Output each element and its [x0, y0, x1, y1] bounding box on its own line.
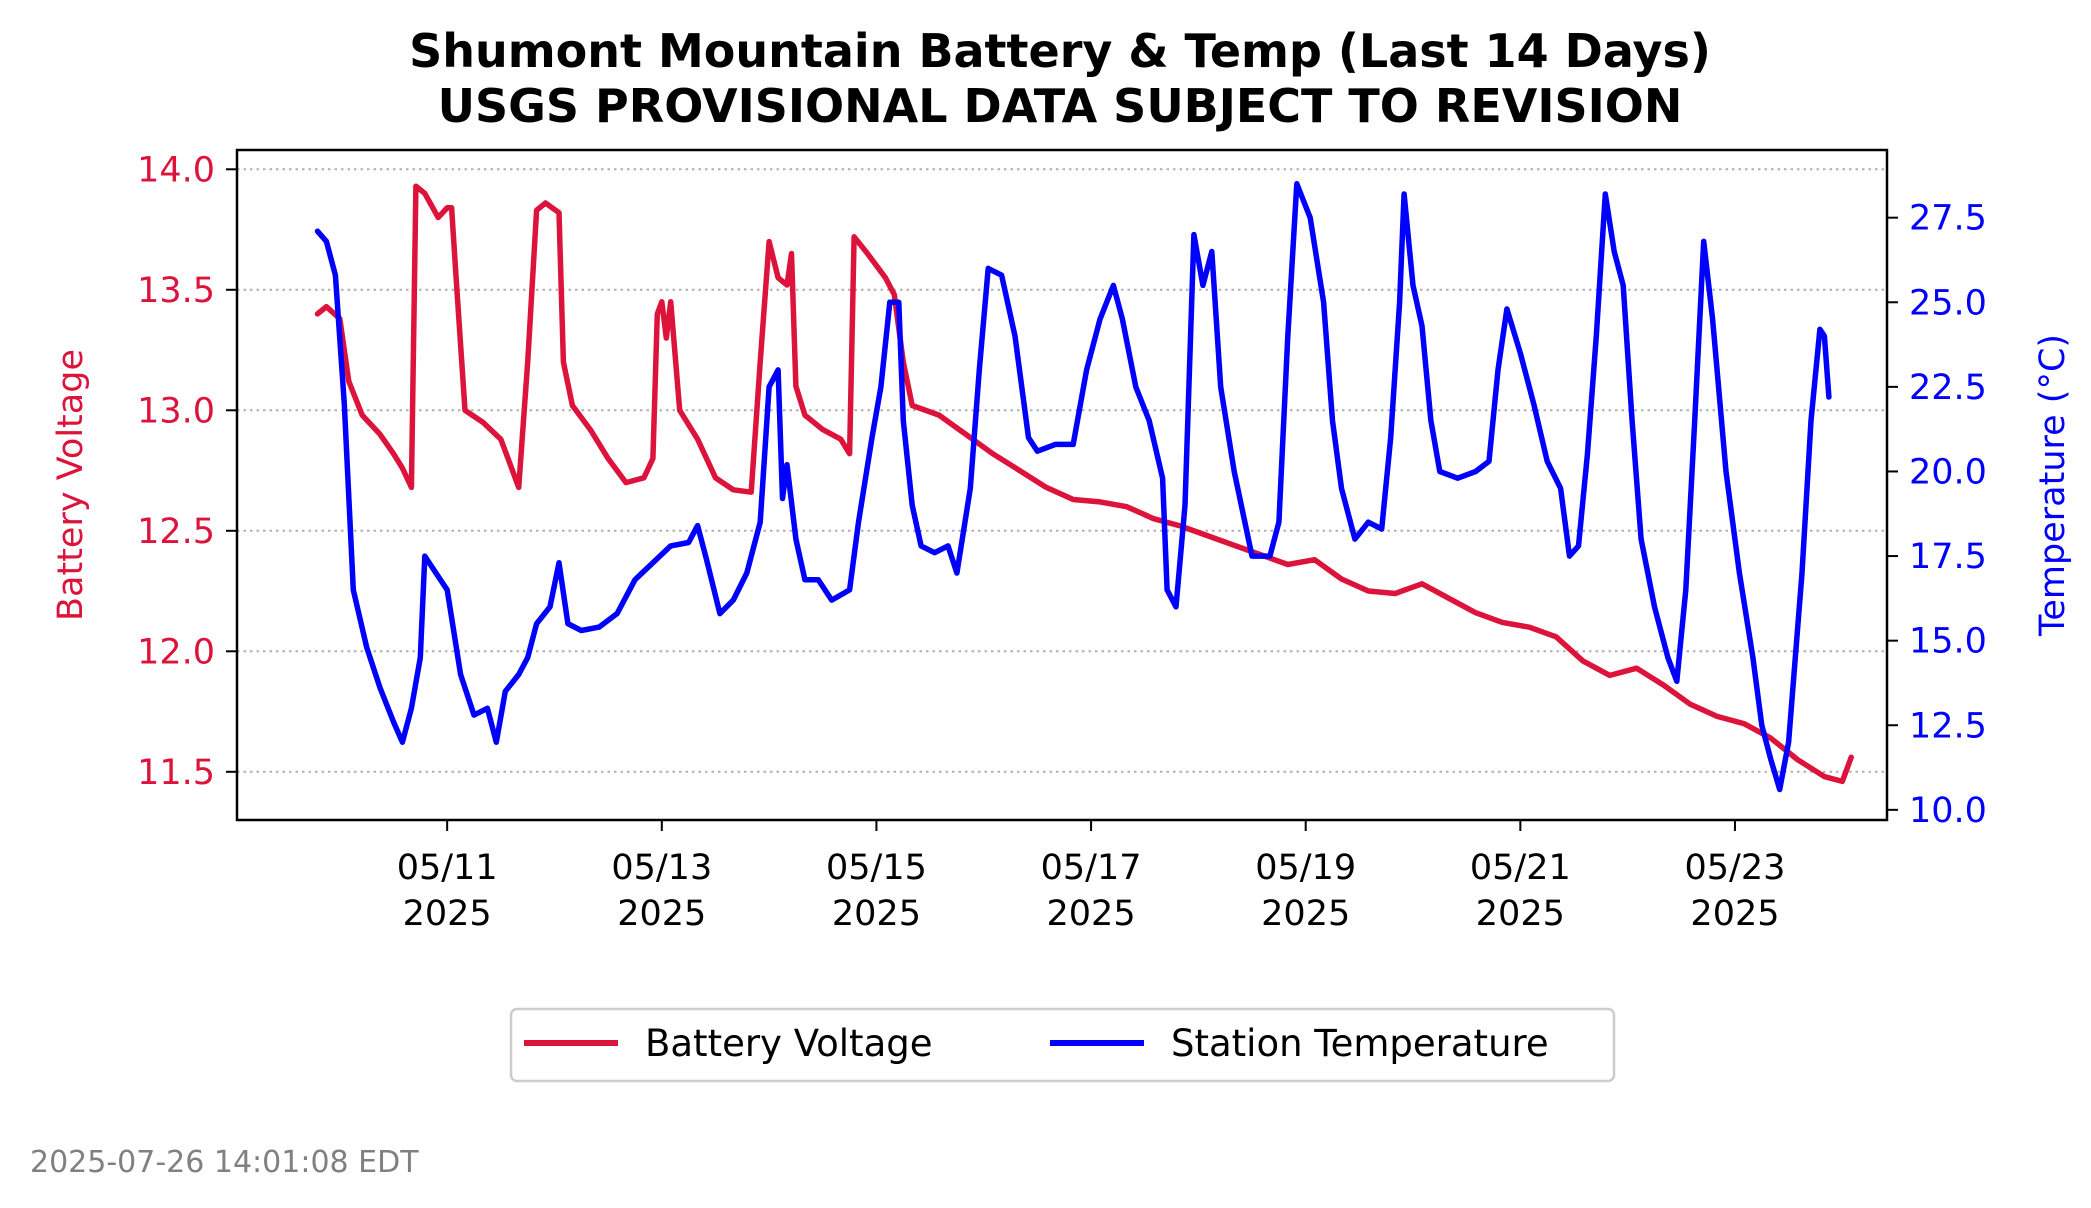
x-tick-year-label: 2025	[1476, 894, 1565, 934]
x-tick-year-label: 2025	[1047, 894, 1136, 934]
x-tick-label: 05/11	[397, 848, 498, 888]
x-tick-label: 05/19	[1255, 848, 1356, 888]
x-tick-label: 05/17	[1041, 848, 1142, 888]
x-tick-label: 05/13	[611, 848, 712, 888]
x-tick-label: 05/15	[826, 848, 927, 888]
x-tick-year-label: 2025	[832, 894, 921, 934]
left-tick-label: 13.0	[137, 391, 215, 431]
right-tick-label: 17.5	[1909, 537, 1987, 577]
left-axis: 11.5 12.0 12.5 13.0 13.5 14.0	[137, 150, 237, 793]
gridlines	[237, 168, 1887, 773]
right-tick-label: 10.0	[1909, 791, 1987, 831]
right-axis-label: Temperature (°C)	[2033, 334, 2073, 637]
battery-voltage-series-line	[314, 183, 1854, 785]
legend: Battery Voltage Station Temperature	[509, 1007, 1616, 1083]
left-tick-label: 11.5	[137, 753, 215, 793]
series-lines	[314, 181, 1854, 793]
temperature-series-line	[314, 181, 1832, 793]
right-tick-label: 15.0	[1909, 622, 1987, 662]
right-tick-label: 22.5	[1909, 368, 1987, 408]
left-tick-label: 12.0	[137, 632, 215, 672]
right-tick-label: 20.0	[1909, 452, 1987, 492]
x-tick-year-label: 2025	[1690, 894, 1779, 934]
x-tick-year-label: 2025	[1261, 894, 1350, 934]
x-tick-year-label: 2025	[403, 894, 492, 934]
legend-temperature-label: Station Temperature	[1171, 1022, 1549, 1065]
left-tick-label: 12.5	[137, 512, 215, 552]
legend-battery-label: Battery Voltage	[645, 1022, 933, 1065]
left-tick-label: 13.5	[137, 271, 215, 311]
x-axis: 05/11 2025 05/13 2025 05/15 2025 05/17 2025 05/1…	[397, 820, 1786, 934]
right-tick-label: 25.0	[1909, 283, 1987, 323]
x-tick-label: 05/23	[1685, 848, 1786, 888]
timestamp: 2025-07-26 14:01:08 EDT	[30, 1145, 419, 1180]
left-tick-label: 14.0	[137, 150, 215, 190]
chart-subtitle: USGS PROVISIONAL DATA SUBJECT TO REVISIO…	[438, 79, 1683, 133]
chart-title: Shumont Mountain Battery & Temp (Last 14…	[409, 24, 1711, 78]
right-tick-label: 27.5	[1909, 199, 1987, 239]
right-tick-label: 12.5	[1909, 706, 1987, 746]
x-tick-label: 05/21	[1470, 848, 1571, 888]
left-axis-label: Battery Voltage	[51, 349, 91, 621]
plot-frame	[235, 148, 1889, 822]
right-axis: 10.0 12.5 15.0 17.5 20.0 22.5 25.0 27.5	[1887, 199, 1987, 831]
x-tick-year-label: 2025	[617, 894, 706, 934]
